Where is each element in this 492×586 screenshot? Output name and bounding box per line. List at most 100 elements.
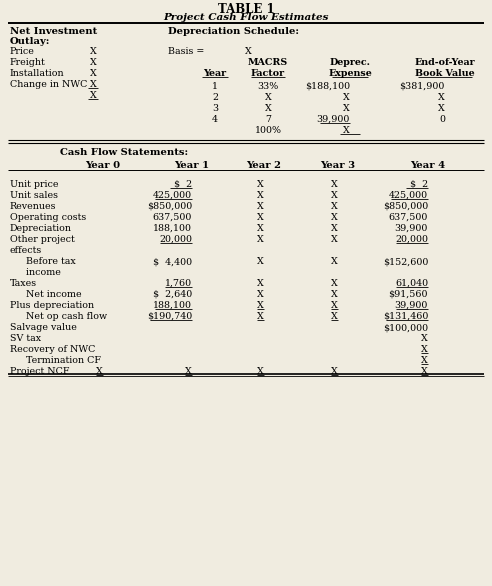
Text: X: X <box>331 257 338 266</box>
Text: MACRS: MACRS <box>248 58 288 67</box>
Text: Net op cash flow: Net op cash flow <box>20 312 107 321</box>
Text: 4: 4 <box>212 115 218 124</box>
Text: X: X <box>331 213 338 222</box>
Text: $131,460: $131,460 <box>383 312 428 321</box>
Text: Price: Price <box>10 47 35 56</box>
Text: X: X <box>257 257 264 266</box>
Text: X: X <box>421 367 428 376</box>
Text: X: X <box>185 367 192 376</box>
Text: Deprec.: Deprec. <box>330 58 370 67</box>
Text: X: X <box>331 279 338 288</box>
Text: X: X <box>96 367 103 376</box>
Text: 33%: 33% <box>257 82 278 91</box>
Text: X: X <box>265 93 272 102</box>
Text: X: X <box>331 202 338 211</box>
Text: X: X <box>331 290 338 299</box>
Text: Recovery of NWC: Recovery of NWC <box>10 345 95 354</box>
Text: X: X <box>331 367 338 376</box>
Text: X: X <box>343 126 350 135</box>
Text: X: X <box>438 104 445 113</box>
Text: X: X <box>257 290 264 299</box>
Text: $91,560: $91,560 <box>389 290 428 299</box>
Text: X: X <box>257 202 264 211</box>
Text: $381,900: $381,900 <box>400 82 445 91</box>
Text: X: X <box>265 104 272 113</box>
Text: 3: 3 <box>212 104 218 113</box>
Text: End-of-Year: End-of-Year <box>415 58 475 67</box>
Text: X: X <box>90 69 96 78</box>
Text: Operating costs: Operating costs <box>10 213 86 222</box>
Text: Basis =: Basis = <box>168 47 204 56</box>
Text: Expense: Expense <box>328 69 372 78</box>
Text: 1: 1 <box>212 82 218 91</box>
Text: X: X <box>257 279 264 288</box>
Text: X: X <box>257 213 264 222</box>
Text: 188,100: 188,100 <box>153 301 192 310</box>
Text: Change in NWC: Change in NWC <box>10 80 88 89</box>
Text: 637,500: 637,500 <box>389 213 428 222</box>
Text: SV tax: SV tax <box>10 334 41 343</box>
Text: X: X <box>257 224 264 233</box>
Text: 20,000: 20,000 <box>395 235 428 244</box>
Text: Project Cash Flow Estimates: Project Cash Flow Estimates <box>163 13 329 22</box>
Text: X: X <box>331 180 338 189</box>
Text: Year 2: Year 2 <box>246 161 281 170</box>
Text: 188,100: 188,100 <box>153 224 192 233</box>
Text: X: X <box>90 47 96 56</box>
Text: $  2: $ 2 <box>410 180 428 189</box>
Text: X: X <box>90 80 96 89</box>
Text: income: income <box>20 268 61 277</box>
Text: X: X <box>343 104 350 113</box>
Text: X: X <box>331 224 338 233</box>
Text: X: X <box>421 356 428 365</box>
Text: $  4,400: $ 4,400 <box>153 257 192 266</box>
Text: Net income: Net income <box>20 290 82 299</box>
Text: TABLE 1: TABLE 1 <box>217 3 275 16</box>
Text: Salvage value: Salvage value <box>10 323 77 332</box>
Text: $190,740: $190,740 <box>147 312 192 321</box>
Text: X: X <box>331 235 338 244</box>
Text: X: X <box>421 345 428 354</box>
Text: Year 0: Year 0 <box>86 161 121 170</box>
Text: 2: 2 <box>212 93 218 102</box>
Text: X: X <box>245 47 251 56</box>
Text: 61,040: 61,040 <box>395 279 428 288</box>
Text: $  2,640: $ 2,640 <box>153 290 192 299</box>
Text: 100%: 100% <box>254 126 281 135</box>
Text: 0: 0 <box>439 115 445 124</box>
Text: Unit sales: Unit sales <box>10 191 58 200</box>
Text: 1,760: 1,760 <box>165 279 192 288</box>
Text: Unit price: Unit price <box>10 180 59 189</box>
Text: X: X <box>343 93 350 102</box>
Text: X: X <box>331 191 338 200</box>
Text: Taxes: Taxes <box>10 279 37 288</box>
Text: Year 3: Year 3 <box>320 161 356 170</box>
Text: 39,900: 39,900 <box>317 115 350 124</box>
Text: 39,900: 39,900 <box>395 301 428 310</box>
Text: 7: 7 <box>265 115 271 124</box>
Text: Revenues: Revenues <box>10 202 57 211</box>
Text: Year 1: Year 1 <box>175 161 210 170</box>
Text: X: X <box>257 180 264 189</box>
Text: Factor: Factor <box>251 69 285 78</box>
Text: Installation: Installation <box>10 69 64 78</box>
Text: X: X <box>331 312 338 321</box>
Text: Plus depreciation: Plus depreciation <box>10 301 94 310</box>
Text: X: X <box>257 191 264 200</box>
Text: 425,000: 425,000 <box>389 191 428 200</box>
Text: Termination CF: Termination CF <box>20 356 101 365</box>
Text: Year 4: Year 4 <box>410 161 446 170</box>
Text: X: X <box>331 301 338 310</box>
Text: X: X <box>421 334 428 343</box>
Text: X: X <box>90 91 96 100</box>
Text: $850,000: $850,000 <box>147 202 192 211</box>
Text: $850,000: $850,000 <box>383 202 428 211</box>
Text: Outlay:: Outlay: <box>10 37 50 46</box>
Text: Before tax: Before tax <box>20 257 76 266</box>
Text: Year: Year <box>203 69 226 78</box>
Text: X: X <box>438 93 445 102</box>
Text: $100,000: $100,000 <box>383 323 428 332</box>
Text: X: X <box>257 301 264 310</box>
Text: effects: effects <box>10 246 42 255</box>
Text: Depreciation: Depreciation <box>10 224 72 233</box>
